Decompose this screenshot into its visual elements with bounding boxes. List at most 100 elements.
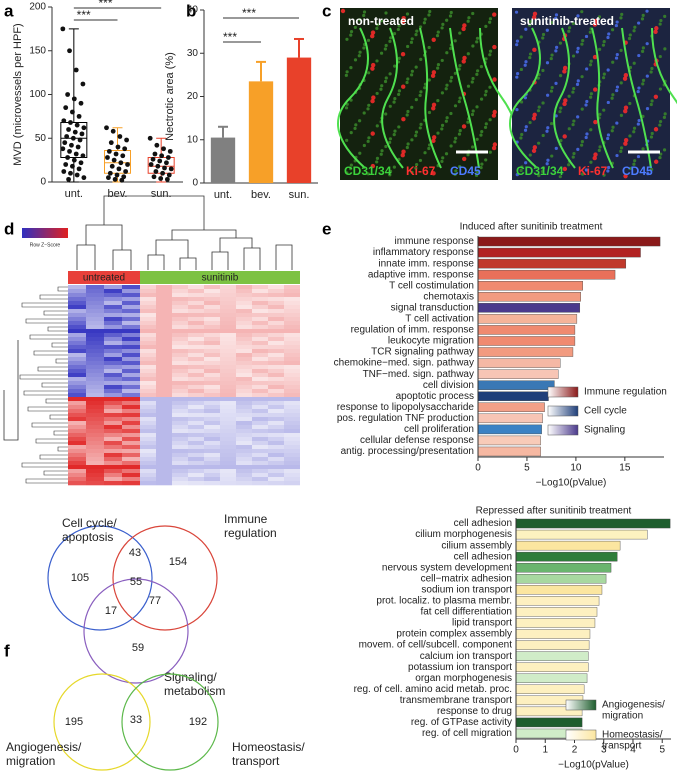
cell <box>623 105 629 110</box>
data-point <box>66 127 71 132</box>
cell <box>454 136 458 140</box>
cell <box>649 102 653 107</box>
cell <box>410 73 414 77</box>
cell <box>567 163 571 167</box>
venn-set-label: Angiogenesis/ <box>6 740 82 754</box>
heatmap-cell <box>188 445 204 450</box>
heatmap-cell <box>172 453 188 458</box>
cell <box>471 44 475 48</box>
heatmap-cell <box>268 341 284 346</box>
box <box>60 122 88 158</box>
heatmap-cell <box>252 329 268 334</box>
venn-set-label: apoptosis <box>62 530 113 544</box>
heatmap-cell <box>140 301 156 306</box>
panel-label: b <box>186 1 196 20</box>
heatmap-cell <box>104 441 122 446</box>
legend-label: Homeostasis/ <box>602 730 663 741</box>
dendrogram <box>275 244 293 270</box>
cell <box>436 66 440 70</box>
cell <box>632 29 636 33</box>
data-point <box>164 160 169 166</box>
heatmap-cell <box>104 429 122 434</box>
heatmap-cell <box>204 345 220 350</box>
cell <box>580 143 584 147</box>
significance-label: *** <box>223 30 237 44</box>
heatmap-cell <box>236 349 252 354</box>
cell <box>427 45 431 50</box>
heatmap-cell <box>122 385 140 390</box>
cell <box>449 10 453 15</box>
cell <box>475 72 479 76</box>
cell <box>444 87 448 91</box>
bar <box>286 57 312 184</box>
heatmap-cell <box>204 321 220 326</box>
significance-label: *** <box>242 6 256 20</box>
data-point <box>121 174 127 180</box>
heatmap-cell <box>268 465 284 470</box>
data-point <box>105 155 110 160</box>
heatmap-cell <box>86 301 104 306</box>
heatmap-cell <box>104 449 122 454</box>
heatmap-cell <box>268 317 284 322</box>
heatmap-cell <box>204 341 220 346</box>
heatmap-cell <box>68 309 86 314</box>
cell <box>345 37 349 41</box>
legend-swatch <box>547 424 579 436</box>
cell <box>606 68 610 72</box>
cell <box>492 109 497 115</box>
cell <box>340 8 346 14</box>
heatmap-cell <box>122 349 140 354</box>
data-point <box>150 156 156 162</box>
heatmap-cell <box>188 393 204 398</box>
heatmap-cell <box>122 293 140 298</box>
cell <box>345 171 349 175</box>
cell <box>541 36 545 40</box>
cell <box>440 123 445 128</box>
heatmap-cell <box>252 333 268 338</box>
cell <box>392 100 396 104</box>
category-label: cellular defense response <box>360 435 474 446</box>
cell <box>637 118 641 123</box>
cell <box>492 12 497 17</box>
heatmap-cell <box>68 365 86 370</box>
category-label: antig. processing/presentation <box>341 446 474 457</box>
cell <box>491 145 497 151</box>
cell <box>580 10 584 14</box>
cell <box>611 125 615 129</box>
category-label: fat cell differentiation <box>420 607 512 618</box>
cell <box>585 67 589 71</box>
bar <box>515 618 596 628</box>
cell <box>384 76 388 80</box>
cell <box>409 40 414 44</box>
heatmap-cell <box>236 393 252 398</box>
heatmap-cell <box>122 449 140 454</box>
heatmap-cell <box>68 465 86 470</box>
heatmap-cell <box>122 377 140 382</box>
cell <box>401 84 406 89</box>
heatmap-cell <box>220 297 236 302</box>
heatmap-cell <box>252 337 268 342</box>
heatmap-cell <box>204 441 220 446</box>
heatmap-cell <box>252 349 268 354</box>
heatmap-cell <box>140 325 156 330</box>
heatmap-cell <box>236 369 252 374</box>
cell <box>488 118 492 122</box>
heatmap-cell <box>236 333 252 338</box>
heatmap-cell <box>172 445 188 450</box>
heatmap-cell <box>140 353 156 358</box>
bar <box>248 81 274 183</box>
cell <box>572 119 576 123</box>
heatmap-cell <box>68 477 86 482</box>
cell <box>458 31 462 35</box>
category-label: lipid transport <box>452 618 512 629</box>
cell <box>345 138 349 142</box>
heatmap-cell <box>140 473 156 478</box>
heatmap-cell <box>284 317 300 322</box>
heatmap-cell <box>86 309 104 314</box>
heatmap-cell <box>68 345 86 350</box>
dendrogram <box>19 374 68 380</box>
data-point <box>70 135 76 141</box>
cell <box>571 90 575 94</box>
cell <box>536 76 540 80</box>
cell <box>584 168 588 172</box>
